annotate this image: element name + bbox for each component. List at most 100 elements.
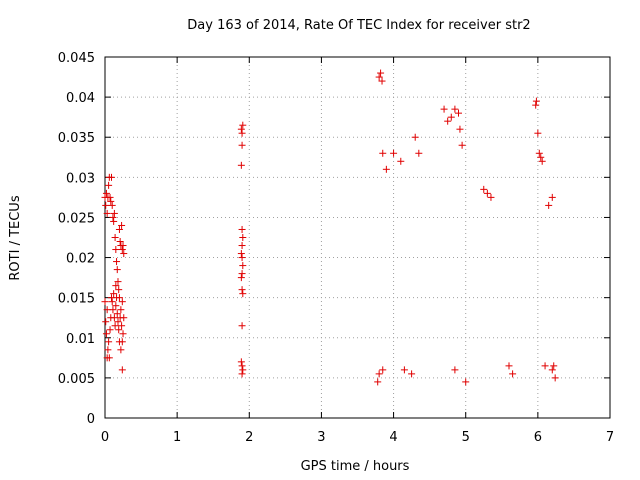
data-point — [532, 97, 540, 105]
y-tick-label: 0.03 — [66, 171, 95, 186]
data-point — [548, 366, 556, 374]
data-point — [451, 366, 459, 374]
data-point — [110, 290, 118, 298]
data-point — [408, 370, 416, 378]
data-point — [238, 242, 246, 250]
data-point — [239, 234, 247, 241]
data-point — [114, 318, 122, 326]
data-point — [238, 322, 246, 330]
data-point — [116, 238, 124, 246]
data-point — [447, 113, 455, 121]
data-point — [238, 141, 246, 149]
data-point — [237, 358, 245, 366]
y-tick-label: 0.005 — [58, 372, 95, 387]
axes: 0 0.005 0.01 0.015 0.02 0.025 0.03 0.035 0.04 0.0… — [58, 51, 614, 445]
data-point — [107, 173, 115, 181]
data-point — [400, 366, 408, 374]
data-point — [104, 346, 112, 354]
y-axis-label: ROTI / TECUs — [8, 195, 23, 280]
data-point — [550, 362, 558, 370]
data-point — [107, 197, 115, 205]
x-tick-label: 7 — [606, 430, 614, 445]
data-point — [237, 125, 245, 133]
data-point — [118, 298, 126, 306]
data-point — [113, 266, 121, 274]
data-point — [237, 250, 245, 258]
y-tick-label: 0.045 — [58, 51, 95, 66]
data-point — [238, 286, 246, 294]
data-point — [505, 362, 513, 370]
x-tick-label: 0 — [101, 430, 109, 445]
data-point — [377, 69, 385, 77]
data-point — [102, 330, 110, 338]
data-point — [108, 201, 116, 209]
data-point — [440, 105, 448, 113]
data-point — [487, 193, 495, 201]
data-point — [109, 213, 117, 221]
data-point — [102, 318, 110, 326]
data-point — [411, 133, 419, 141]
y-tick-label: 0.015 — [58, 292, 95, 307]
data-point — [374, 378, 382, 386]
data-point — [239, 366, 247, 374]
data-point — [237, 274, 245, 282]
data-point — [112, 246, 120, 254]
data-point — [102, 189, 110, 197]
data-point — [455, 109, 462, 117]
y-tick-label: 0.02 — [66, 252, 95, 267]
data-point — [379, 366, 387, 374]
data-point — [118, 221, 126, 229]
data-point — [534, 129, 542, 137]
data-point — [238, 370, 246, 378]
data-point — [119, 330, 127, 338]
data-point — [111, 322, 119, 330]
grid — [105, 57, 610, 418]
y-tick-label: 0 — [87, 412, 95, 427]
data-point — [110, 209, 118, 217]
data-point — [118, 246, 126, 254]
data-point — [113, 310, 121, 318]
data-point — [105, 181, 113, 189]
data-point — [110, 217, 118, 225]
data-point — [115, 326, 123, 334]
data-point — [239, 262, 247, 270]
data-point — [239, 290, 247, 298]
data-point — [415, 149, 423, 157]
data-point — [456, 125, 464, 133]
data-point — [117, 346, 125, 354]
data-point — [537, 153, 545, 161]
data-point — [108, 298, 116, 306]
x-tick-label: 2 — [245, 430, 253, 445]
data-point — [112, 282, 120, 290]
data-point — [103, 209, 111, 217]
data-point — [532, 101, 540, 109]
data-point — [238, 362, 246, 370]
data-point — [382, 165, 390, 173]
data-point — [480, 185, 488, 193]
data-point — [509, 370, 517, 378]
x-tick-label: 3 — [317, 430, 325, 445]
data-point — [105, 338, 113, 346]
data-point — [106, 326, 114, 334]
chart-title: Day 163 of 2014, Rate Of TEC Index for r… — [187, 18, 530, 33]
data-point — [118, 322, 126, 330]
data-point — [397, 157, 405, 165]
data-point — [114, 278, 122, 286]
data-point — [238, 129, 246, 137]
x-tick-label: 6 — [534, 430, 542, 445]
data-point — [120, 250, 128, 258]
data-point — [237, 161, 245, 169]
plot-frame — [104, 56, 611, 419]
data-point — [535, 149, 543, 157]
data-point — [483, 189, 491, 197]
data-point — [103, 354, 111, 362]
data-point — [541, 362, 549, 370]
data-point — [112, 302, 120, 310]
data-point — [101, 298, 109, 306]
data-point — [106, 193, 114, 201]
data-point — [109, 306, 117, 314]
data-point — [117, 306, 125, 314]
data-point — [551, 374, 559, 382]
data-point — [115, 286, 123, 294]
